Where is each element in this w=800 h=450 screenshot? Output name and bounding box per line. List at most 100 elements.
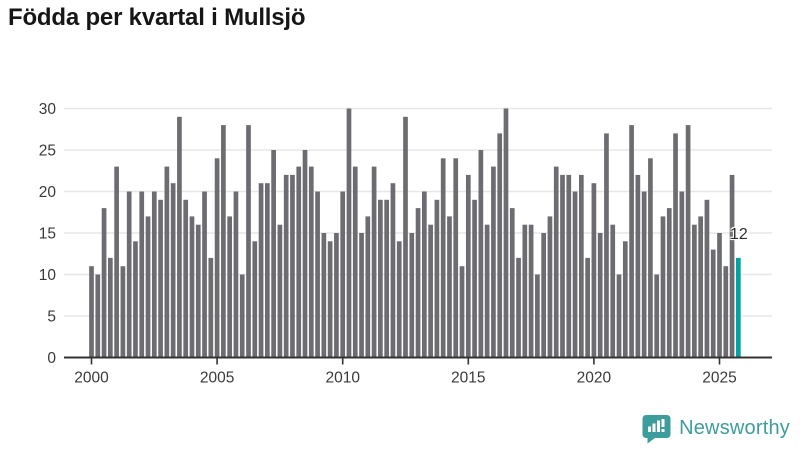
bar-quarter-16 xyxy=(189,216,195,358)
bar-quarter-30 xyxy=(277,224,283,358)
bar-quarter-55 xyxy=(434,199,440,358)
bar-quarter-1 xyxy=(95,274,101,358)
bar-quarter-28 xyxy=(264,183,270,358)
bar-quarter-76 xyxy=(566,174,572,358)
bar-quarter-83 xyxy=(610,224,616,358)
bar-quarter-90 xyxy=(654,274,660,358)
newsworthy-logo-text: Newsworthy xyxy=(679,417,790,439)
bar-quarter-89 xyxy=(648,158,653,358)
highlight-value-label: 12 xyxy=(730,226,748,243)
bar-quarter-60 xyxy=(465,174,471,358)
bar-quarter-53 xyxy=(421,191,427,358)
bar-quarter-33 xyxy=(296,166,302,358)
bar-quarter-98 xyxy=(704,199,710,358)
bar-quarter-72 xyxy=(541,233,547,358)
bar-quarter-40 xyxy=(340,191,346,358)
x-axis-label-2005: 2005 xyxy=(200,370,234,387)
bar-quarter-84 xyxy=(616,274,622,358)
bar-quarter-23 xyxy=(233,191,239,358)
bar-quarter-82 xyxy=(604,133,609,358)
y-axis-label-5: 5 xyxy=(47,309,56,326)
bar-quarter-26 xyxy=(252,241,258,358)
bar-quarter-22 xyxy=(227,216,233,358)
bar-quarter-80 xyxy=(591,183,597,358)
bar-quarter-67 xyxy=(509,208,515,358)
bar-quarter-62 xyxy=(478,150,484,358)
bar-quarter-63 xyxy=(484,224,490,358)
bar-quarter-81 xyxy=(597,233,603,358)
bar-quarter-47 xyxy=(384,199,390,358)
bar-quarter-61 xyxy=(472,199,477,358)
bar-quarter-43 xyxy=(359,233,364,358)
bar-quarter-51 xyxy=(409,233,415,358)
bar-quarter-94 xyxy=(679,191,685,358)
bar-quarter-13 xyxy=(170,183,176,358)
bar-quarter-58 xyxy=(453,158,459,358)
bar-quarter-10 xyxy=(151,191,157,358)
bar-quarter-99 xyxy=(710,249,716,358)
bar-quarter-34 xyxy=(302,150,308,358)
newsworthy-brand: Newsworthy xyxy=(641,413,790,444)
bar-quarter-92 xyxy=(666,208,672,358)
bar-quarter-11 xyxy=(158,199,163,358)
y-axis-label-0: 0 xyxy=(47,350,56,367)
x-axis-label-2025: 2025 xyxy=(702,370,736,387)
bar-quarter-20 xyxy=(214,158,220,358)
x-axis-label-2010: 2010 xyxy=(325,370,360,387)
bar-quarter-35 xyxy=(308,166,314,358)
bar-quarter-37 xyxy=(321,233,327,358)
bar-quarter-86 xyxy=(629,125,634,358)
bar-quarter-95 xyxy=(685,125,691,358)
x-axis-label-2015: 2015 xyxy=(451,370,485,387)
bar-quarter-77 xyxy=(572,191,578,358)
bar-latest-quarter xyxy=(735,257,741,358)
x-axis-label-2020: 2020 xyxy=(577,370,612,387)
bar-quarter-97 xyxy=(698,216,704,358)
bar-quarter-54 xyxy=(428,224,433,358)
bar-quarter-32 xyxy=(290,174,295,358)
bar-quarter-70 xyxy=(528,224,534,358)
bar-quarter-68 xyxy=(516,257,521,358)
bar-quarter-100 xyxy=(717,233,722,358)
bar-quarter-71 xyxy=(535,274,540,358)
bar-quarter-9 xyxy=(145,216,151,358)
newsworthy-logo-icon xyxy=(642,415,671,444)
bar-quarter-59 xyxy=(459,266,465,358)
bar-quarter-64 xyxy=(491,166,496,358)
bar-quarter-25 xyxy=(246,125,251,358)
bar-quarter-57 xyxy=(447,216,452,358)
bar-quarter-41 xyxy=(346,108,352,358)
bar-quarter-66 xyxy=(503,108,509,358)
y-axis-label-30: 30 xyxy=(39,101,57,118)
y-axis-label-20: 20 xyxy=(39,184,57,201)
bar-quarter-29 xyxy=(271,150,276,358)
bar-quarter-38 xyxy=(327,241,333,358)
bar-quarter-31 xyxy=(283,174,289,358)
bar-quarter-3 xyxy=(107,257,113,358)
bar-quarter-65 xyxy=(497,133,503,358)
bar-quarter-0 xyxy=(89,266,94,358)
bar-quarter-15 xyxy=(183,199,189,358)
bar-quarter-17 xyxy=(195,224,201,358)
y-axis-label-25: 25 xyxy=(39,143,56,160)
bar-quarter-87 xyxy=(635,174,641,358)
bar-quarter-56 xyxy=(440,158,446,358)
bar-quarter-74 xyxy=(553,166,559,358)
bar-quarter-4 xyxy=(114,166,119,358)
bar-quarter-8 xyxy=(139,191,145,358)
y-axis-label-15: 15 xyxy=(39,226,56,243)
bar-quarter-75 xyxy=(560,174,565,358)
bar-quarter-46 xyxy=(378,199,383,358)
y-axis-label-10: 10 xyxy=(39,267,57,284)
x-axis-label-2000: 2000 xyxy=(74,370,109,387)
bar-quarter-50 xyxy=(403,116,408,358)
page-title: Födda per kvartal i Mullsjö xyxy=(8,4,306,31)
bar-quarter-45 xyxy=(371,166,377,358)
bar-quarter-78 xyxy=(578,174,584,358)
bar-quarter-14 xyxy=(177,116,182,358)
bar-quarter-96 xyxy=(692,224,697,358)
bar-quarter-44 xyxy=(365,216,371,358)
bar-quarter-88 xyxy=(641,191,647,358)
bar-quarter-73 xyxy=(547,216,553,358)
